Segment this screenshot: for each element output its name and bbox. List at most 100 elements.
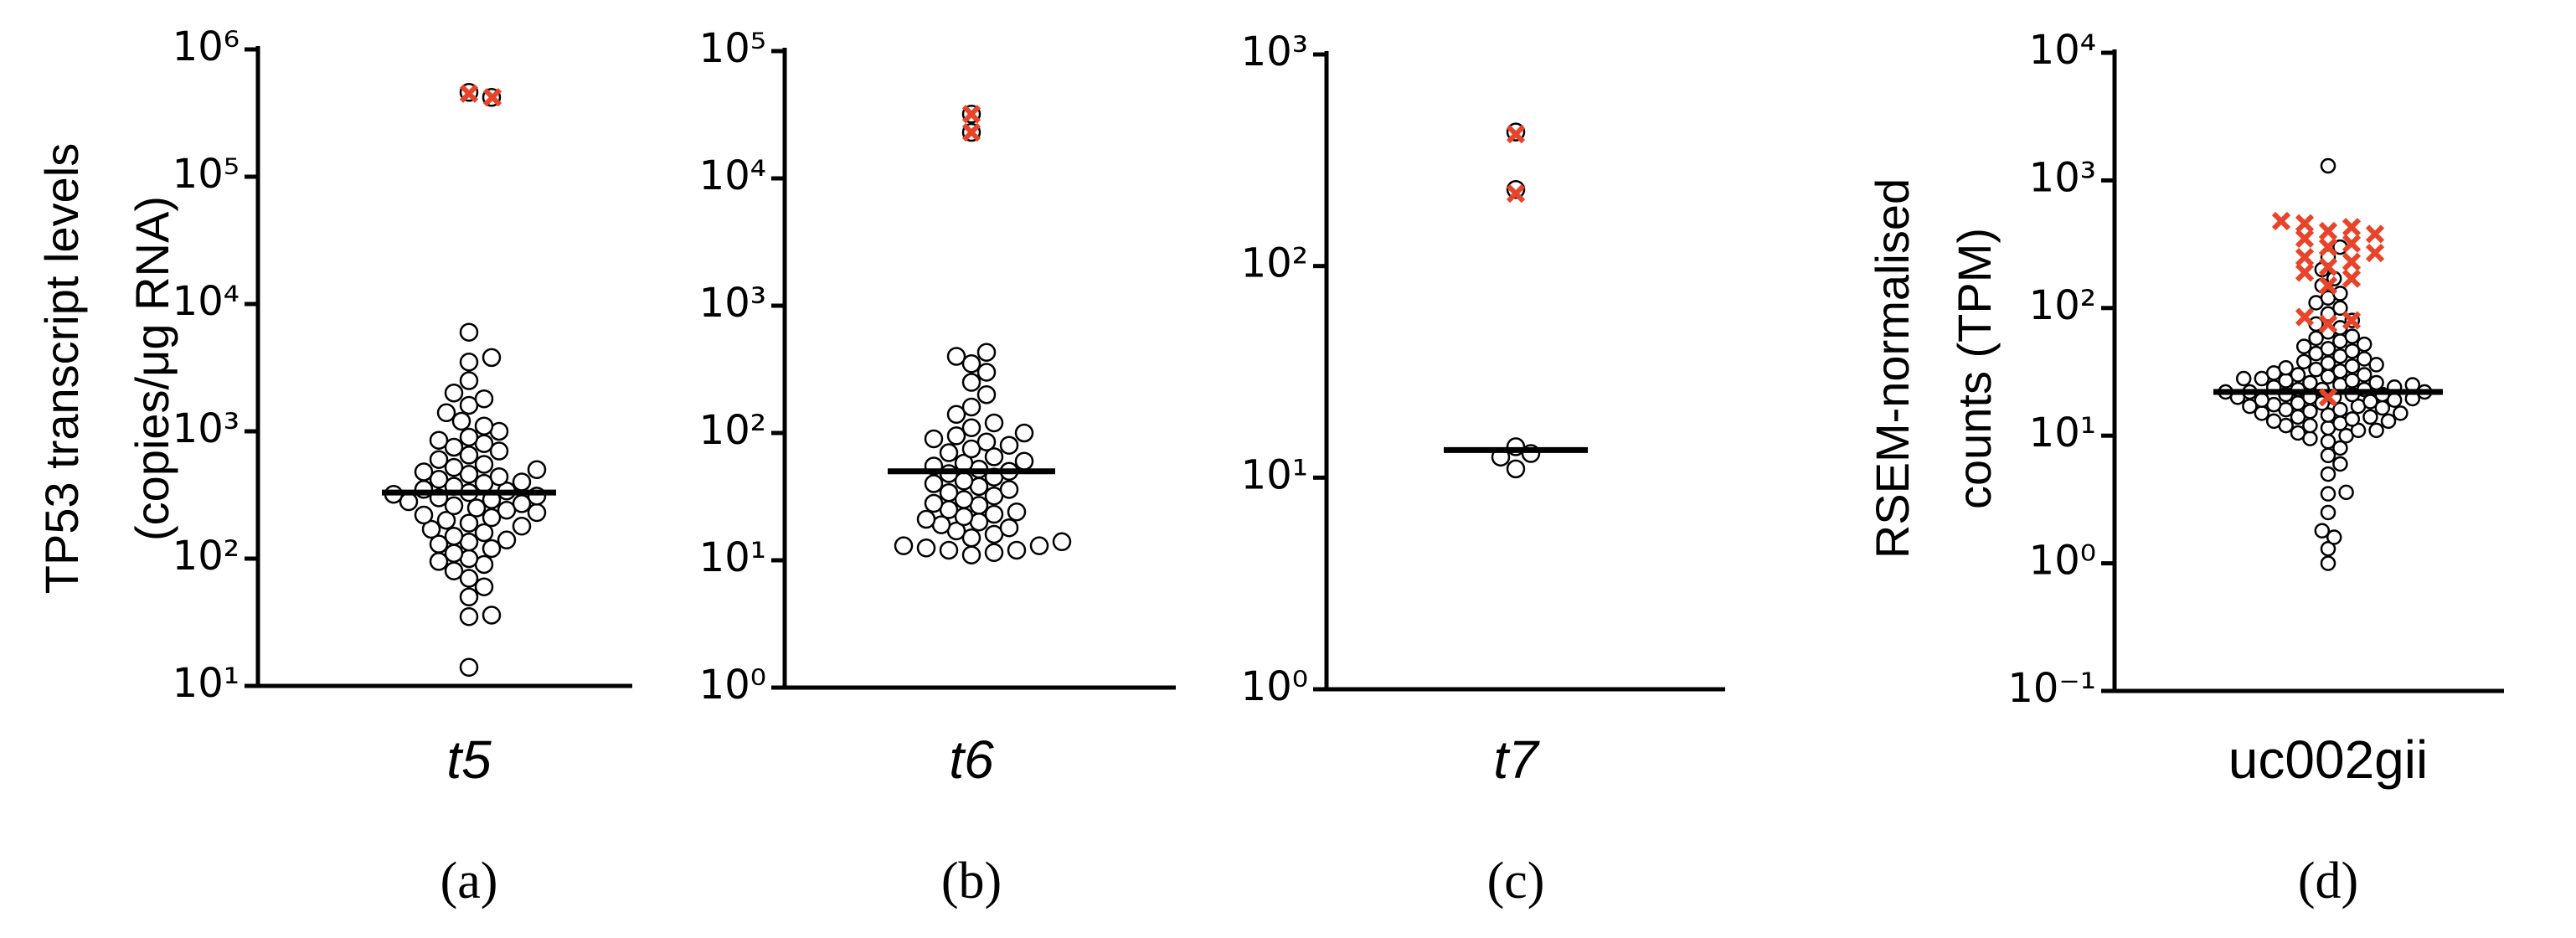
- data-point: [961, 439, 981, 459]
- data-point: [459, 569, 479, 588]
- data-point: [512, 516, 532, 536]
- data-point: [444, 457, 464, 477]
- highlight-point: [2295, 307, 2315, 327]
- y-axis-label: (copies/μg RNA): [126, 196, 178, 541]
- y-tick-label: 10¹: [2029, 410, 2096, 456]
- data-point: [2290, 367, 2306, 383]
- data-point: [459, 587, 479, 607]
- data-point: [459, 353, 479, 372]
- data-point: [2302, 374, 2318, 391]
- panel-label: (c): [1487, 853, 1545, 910]
- highlight-point: [459, 84, 479, 103]
- data-point: [976, 432, 997, 451]
- category-label: uc002gii: [2228, 729, 2428, 790]
- y-axis-label: TP53 transcript levels: [35, 143, 88, 594]
- data-point: [421, 519, 441, 539]
- data-point: [2344, 411, 2361, 427]
- data-point: [459, 607, 479, 626]
- y-tick-label: 10²: [173, 533, 240, 580]
- highlight-point: [2318, 388, 2338, 407]
- data-point: [2320, 555, 2336, 571]
- data-point: [2254, 370, 2270, 387]
- data-point: [1007, 540, 1027, 560]
- highlight-point: [961, 122, 981, 142]
- panel-label: (a): [440, 853, 498, 910]
- data-point: [984, 413, 1004, 433]
- data-point: [939, 443, 959, 462]
- data-point: [482, 539, 502, 559]
- highlight-point: [2365, 224, 2385, 244]
- data-point: [976, 384, 997, 405]
- data-point: [2320, 486, 2336, 502]
- data-point: [414, 462, 434, 482]
- data-point: [2320, 157, 2336, 174]
- data-point: [961, 373, 981, 392]
- data-point: [489, 441, 509, 461]
- data-point: [527, 460, 547, 480]
- data-point: [2320, 447, 2336, 464]
- data-point: [946, 347, 966, 366]
- y-tick-label: 10⁵: [173, 151, 240, 198]
- data-point: [474, 577, 494, 596]
- data-point: [954, 490, 974, 509]
- y-tick-label: 10¹: [173, 660, 240, 707]
- data-point: [1506, 180, 1526, 199]
- data-point: [459, 446, 479, 465]
- data-point: [2344, 328, 2361, 344]
- data-point: [2302, 403, 2318, 420]
- y-tick-label: 10⁴: [699, 152, 766, 199]
- panel-label: (d): [2298, 853, 2358, 910]
- data-point: [2344, 343, 2361, 359]
- highlight-point: [2318, 237, 2338, 257]
- highlight-point: [2342, 269, 2362, 288]
- data-point: [444, 437, 464, 457]
- data-point: [2302, 417, 2318, 434]
- category-label: t6: [949, 729, 994, 790]
- data-point: [436, 510, 456, 530]
- data-point: [474, 416, 494, 436]
- data-point: [459, 513, 479, 533]
- data-point: [2338, 484, 2354, 501]
- highlight-point: [1506, 184, 1526, 204]
- data-point: [2368, 422, 2384, 439]
- y-tick-label: 10¹: [1241, 451, 1308, 498]
- highlight-point: [1506, 125, 1526, 144]
- data-point: [946, 405, 966, 425]
- data-point: [459, 657, 479, 678]
- data-point: [482, 508, 502, 528]
- highlight-point: [2318, 221, 2338, 241]
- data-point: [894, 536, 914, 555]
- data-point: [466, 498, 487, 518]
- data-point: [474, 523, 494, 543]
- data-point: [429, 552, 449, 571]
- data-point: [444, 561, 464, 580]
- highlight-point: [2342, 218, 2362, 237]
- y-tick-label: 10⁰: [699, 662, 766, 709]
- data-point: [2314, 523, 2331, 539]
- y-tick-label: 10⁶: [173, 23, 240, 70]
- data-point: [444, 544, 464, 563]
- data-point: [2320, 341, 2336, 357]
- data-point: [489, 466, 509, 487]
- data-point: [1506, 459, 1526, 479]
- data-point: [2295, 353, 2312, 370]
- data-point: [1029, 536, 1049, 555]
- data-point: [999, 436, 1019, 455]
- data-point: [482, 348, 502, 368]
- data-point: [1052, 532, 1072, 552]
- data-point: [939, 482, 959, 502]
- data-point: [961, 418, 981, 437]
- data-point: [984, 504, 1004, 524]
- highlight-point: [2318, 276, 2338, 296]
- data-point: [2254, 392, 2270, 408]
- highlight-point: [961, 105, 981, 124]
- data-point: [1014, 451, 1034, 471]
- y-tick-label: 10²: [1241, 240, 1308, 287]
- category-label: t7: [1493, 729, 1540, 790]
- y-tick-label: 10²: [699, 407, 766, 454]
- data-point: [497, 530, 517, 550]
- data-point: [482, 606, 502, 625]
- data-point: [429, 470, 449, 489]
- highlight-point: [2271, 211, 2291, 231]
